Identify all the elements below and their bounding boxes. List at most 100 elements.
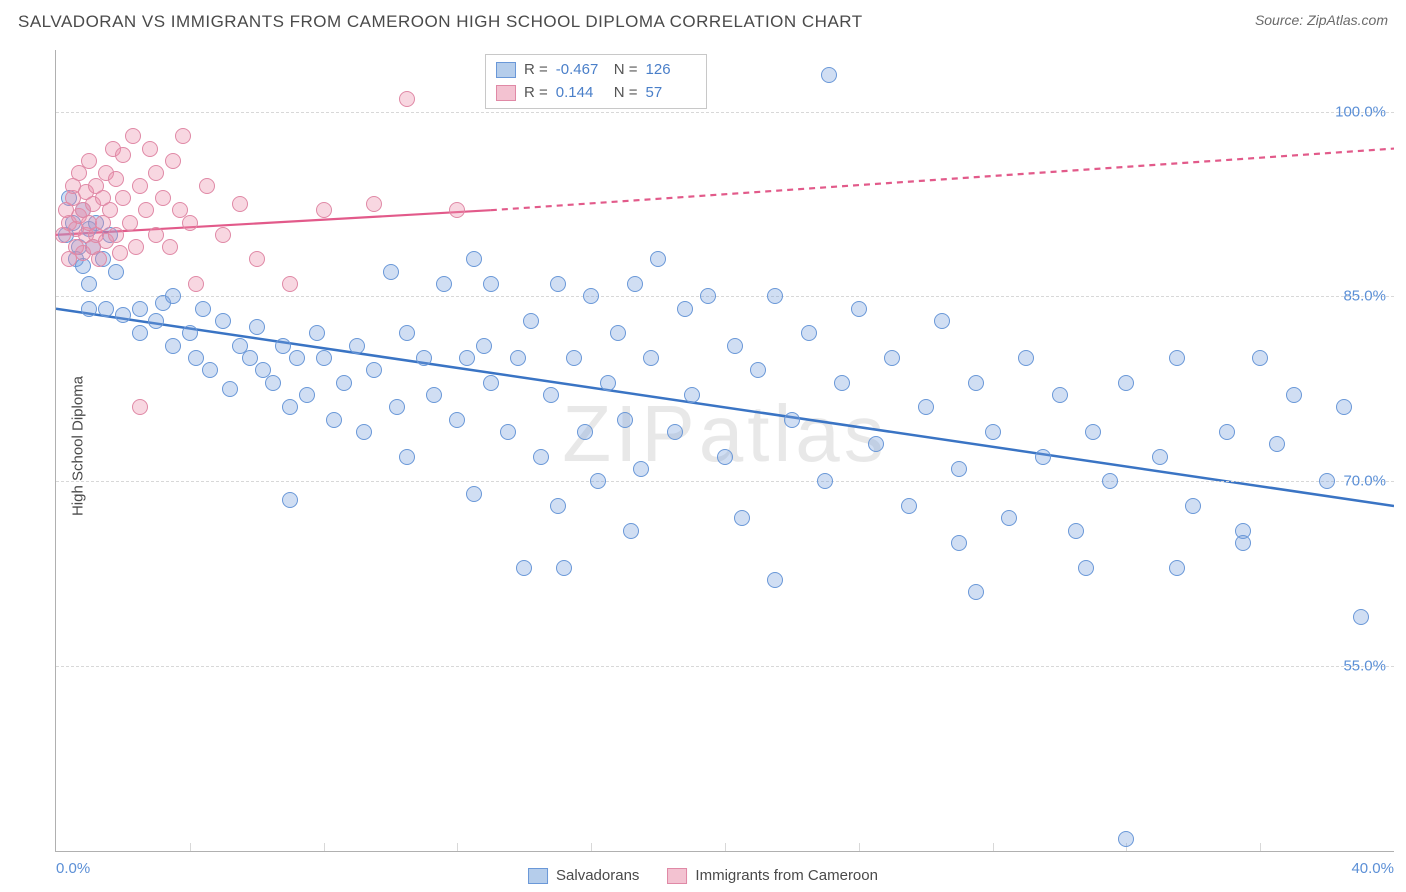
scatter-point [510,350,526,366]
scatter-point [750,362,766,378]
scatter-point [1336,399,1352,415]
scatter-point [326,412,342,428]
stat-n-value: 126 [646,59,696,82]
x-tick-label: 40.0% [1351,860,1394,877]
grid-tick-v [190,843,191,851]
scatter-point [162,239,178,255]
y-tick-label: 55.0% [1343,658,1386,675]
scatter-point [1118,375,1134,391]
scatter-point [968,375,984,391]
scatter-point [115,147,131,163]
scatter-point [165,338,181,354]
scatter-point [275,338,291,354]
scatter-point [590,473,606,489]
scatter-point [81,276,97,292]
scatter-point [577,424,593,440]
scatter-point [968,584,984,600]
y-tick-label: 85.0% [1343,288,1386,305]
scatter-point [399,449,415,465]
scatter-point [985,424,1001,440]
scatter-point [399,91,415,107]
scatter-point [1235,535,1251,551]
scatter-point [436,276,452,292]
legend-label-salvadorans: Salvadorans [556,867,639,884]
source-label: Source: [1255,12,1303,28]
trend-line-extension [491,149,1394,211]
scatter-point [556,560,572,576]
scatter-point [165,153,181,169]
scatter-point [684,387,700,403]
scatter-point [1085,424,1101,440]
grid-line-h [56,296,1394,297]
scatter-point [1035,449,1051,465]
scatter-point [566,350,582,366]
scatter-point [128,239,144,255]
scatter-point [188,276,204,292]
grid-tick-v [324,843,325,851]
scatter-point [466,251,482,267]
scatter-point [667,424,683,440]
scatter-point [884,350,900,366]
scatter-point [356,424,372,440]
y-tick-label: 100.0% [1335,103,1386,120]
scatter-point [1219,424,1235,440]
scatter-point [1286,387,1302,403]
scatter-point [108,227,124,243]
grid-line-h [56,481,1394,482]
scatter-point [102,202,118,218]
scatter-point [650,251,666,267]
scatter-point [1102,473,1118,489]
watermark: ZIPatlas [562,388,887,480]
stat-n-label: N = [614,82,638,105]
scatter-point [700,288,716,304]
scatter-point [416,350,432,366]
chart-title: SALVADORAN VS IMMIGRANTS FROM CAMEROON H… [18,12,863,32]
scatter-point [627,276,643,292]
scatter-point [98,301,114,317]
scatter-point [309,325,325,341]
scatter-point [366,362,382,378]
scatter-point [1018,350,1034,366]
scatter-point [543,387,559,403]
scatter-point [148,227,164,243]
scatter-point [633,461,649,477]
scatter-point [1353,609,1369,625]
scatter-point [125,128,141,144]
scatter-point [426,387,442,403]
scatter-point [188,350,204,366]
watermark-atlas: atlas [699,389,888,478]
scatter-point [316,350,332,366]
stat-r-label: R = [524,82,548,105]
y-tick-label: 70.0% [1343,473,1386,490]
legend-item-salvadorans: Salvadorans [528,867,639,884]
scatter-point [115,190,131,206]
scatter-point [1169,350,1185,366]
scatter-point [336,375,352,391]
scatter-point [122,215,138,231]
scatter-point [222,381,238,397]
stat-r-label: R = [524,59,548,82]
grid-line-h [56,666,1394,667]
bottom-legend: Salvadorans Immigrants from Cameroon [528,867,878,884]
scatter-point [249,319,265,335]
scatter-point [1269,436,1285,452]
scatter-point [643,350,659,366]
scatter-point [389,399,405,415]
scatter-point [583,288,599,304]
scatter-point [1185,498,1201,514]
scatter-point [727,338,743,354]
grid-tick-v [1260,843,1261,851]
scatter-point [1152,449,1168,465]
scatter-point [115,307,131,323]
scatter-point [242,350,258,366]
scatter-point [951,535,967,551]
scatter-point [516,560,532,576]
scatter-point [199,178,215,194]
scatter-point [182,215,198,231]
stats-swatch [496,62,516,78]
plot-wrap: ZIPatlas 55.0%70.0%85.0%100.0%0.0%40.0% … [55,50,1394,852]
grid-tick-v [859,843,860,851]
scatter-point [483,375,499,391]
scatter-point [282,399,298,415]
scatter-point [533,449,549,465]
